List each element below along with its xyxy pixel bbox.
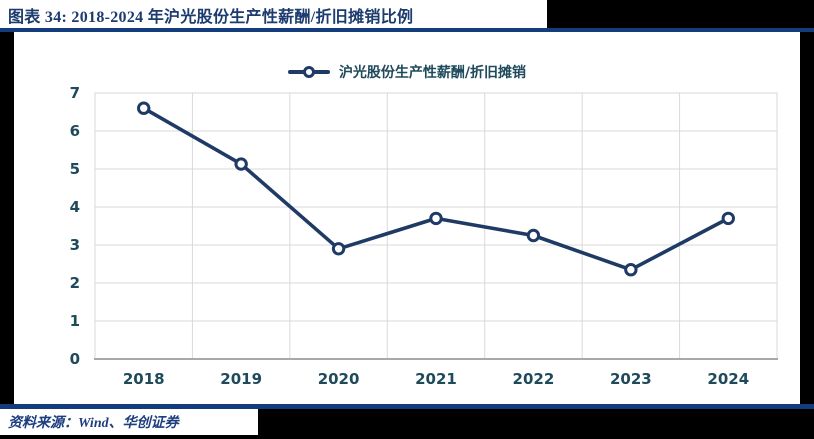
y-tick-label: 6 (70, 122, 80, 140)
y-tick-label: 5 (70, 160, 80, 178)
x-tick-label: 2022 (513, 370, 555, 388)
data-point-2019 (234, 157, 248, 171)
figure-title-bar: 图表 34: 2018-2024 年沪光股份生产性薪酬/折旧摊销比例 (0, 0, 547, 29)
data-point-2023 (624, 263, 638, 277)
data-point-2018 (137, 101, 151, 115)
y-tick-label: 3 (70, 236, 80, 254)
data-point-2021 (429, 211, 443, 226)
y-tick-label: 4 (70, 198, 80, 216)
source-bar: 资料来源：Wind、华创证券 (0, 409, 258, 435)
x-tick-label: 2024 (707, 370, 749, 388)
y-tick-label: 0 (70, 350, 80, 368)
top-divider (0, 28, 814, 32)
y-tick-label: 7 (70, 84, 80, 102)
figure-title: 图表 34: 2018-2024 年沪光股份生产性薪酬/折旧摊销比例 (8, 8, 414, 26)
plot-border (94, 92, 778, 360)
data-point-2022 (526, 228, 541, 243)
data-point-2024 (721, 211, 735, 226)
x-tick-label: 2020 (318, 370, 360, 388)
chart-legend: 沪光股份生产性薪酬/折旧摊销 (14, 62, 800, 82)
bottom-divider (0, 404, 814, 409)
data-point-2020 (331, 242, 346, 256)
x-tick-label: 2019 (220, 370, 262, 388)
y-tick-label: 2 (70, 274, 80, 292)
x-tick-label: 2023 (610, 370, 652, 388)
line-chart-plot: 0 1 2 3 4 5 6 7 2018 2019 2020 2021 2022 2023 2024 (70, 84, 778, 388)
legend-line-marker-icon (287, 66, 330, 78)
x-tick-label: 2018 (123, 370, 165, 388)
chart-panel: 沪光股份生产性薪酬/折旧摊销 0 1 2 3 4 5 6 7 2018 2019 2020 2021 2… (14, 32, 800, 404)
legend-series-label: 沪光股份生产性薪酬/折旧摊销 (338, 65, 527, 81)
y-tick-label: 1 (70, 312, 80, 330)
x-tick-label: 2021 (415, 370, 457, 388)
source-note: 资料来源：Wind、华创证券 (8, 416, 179, 431)
